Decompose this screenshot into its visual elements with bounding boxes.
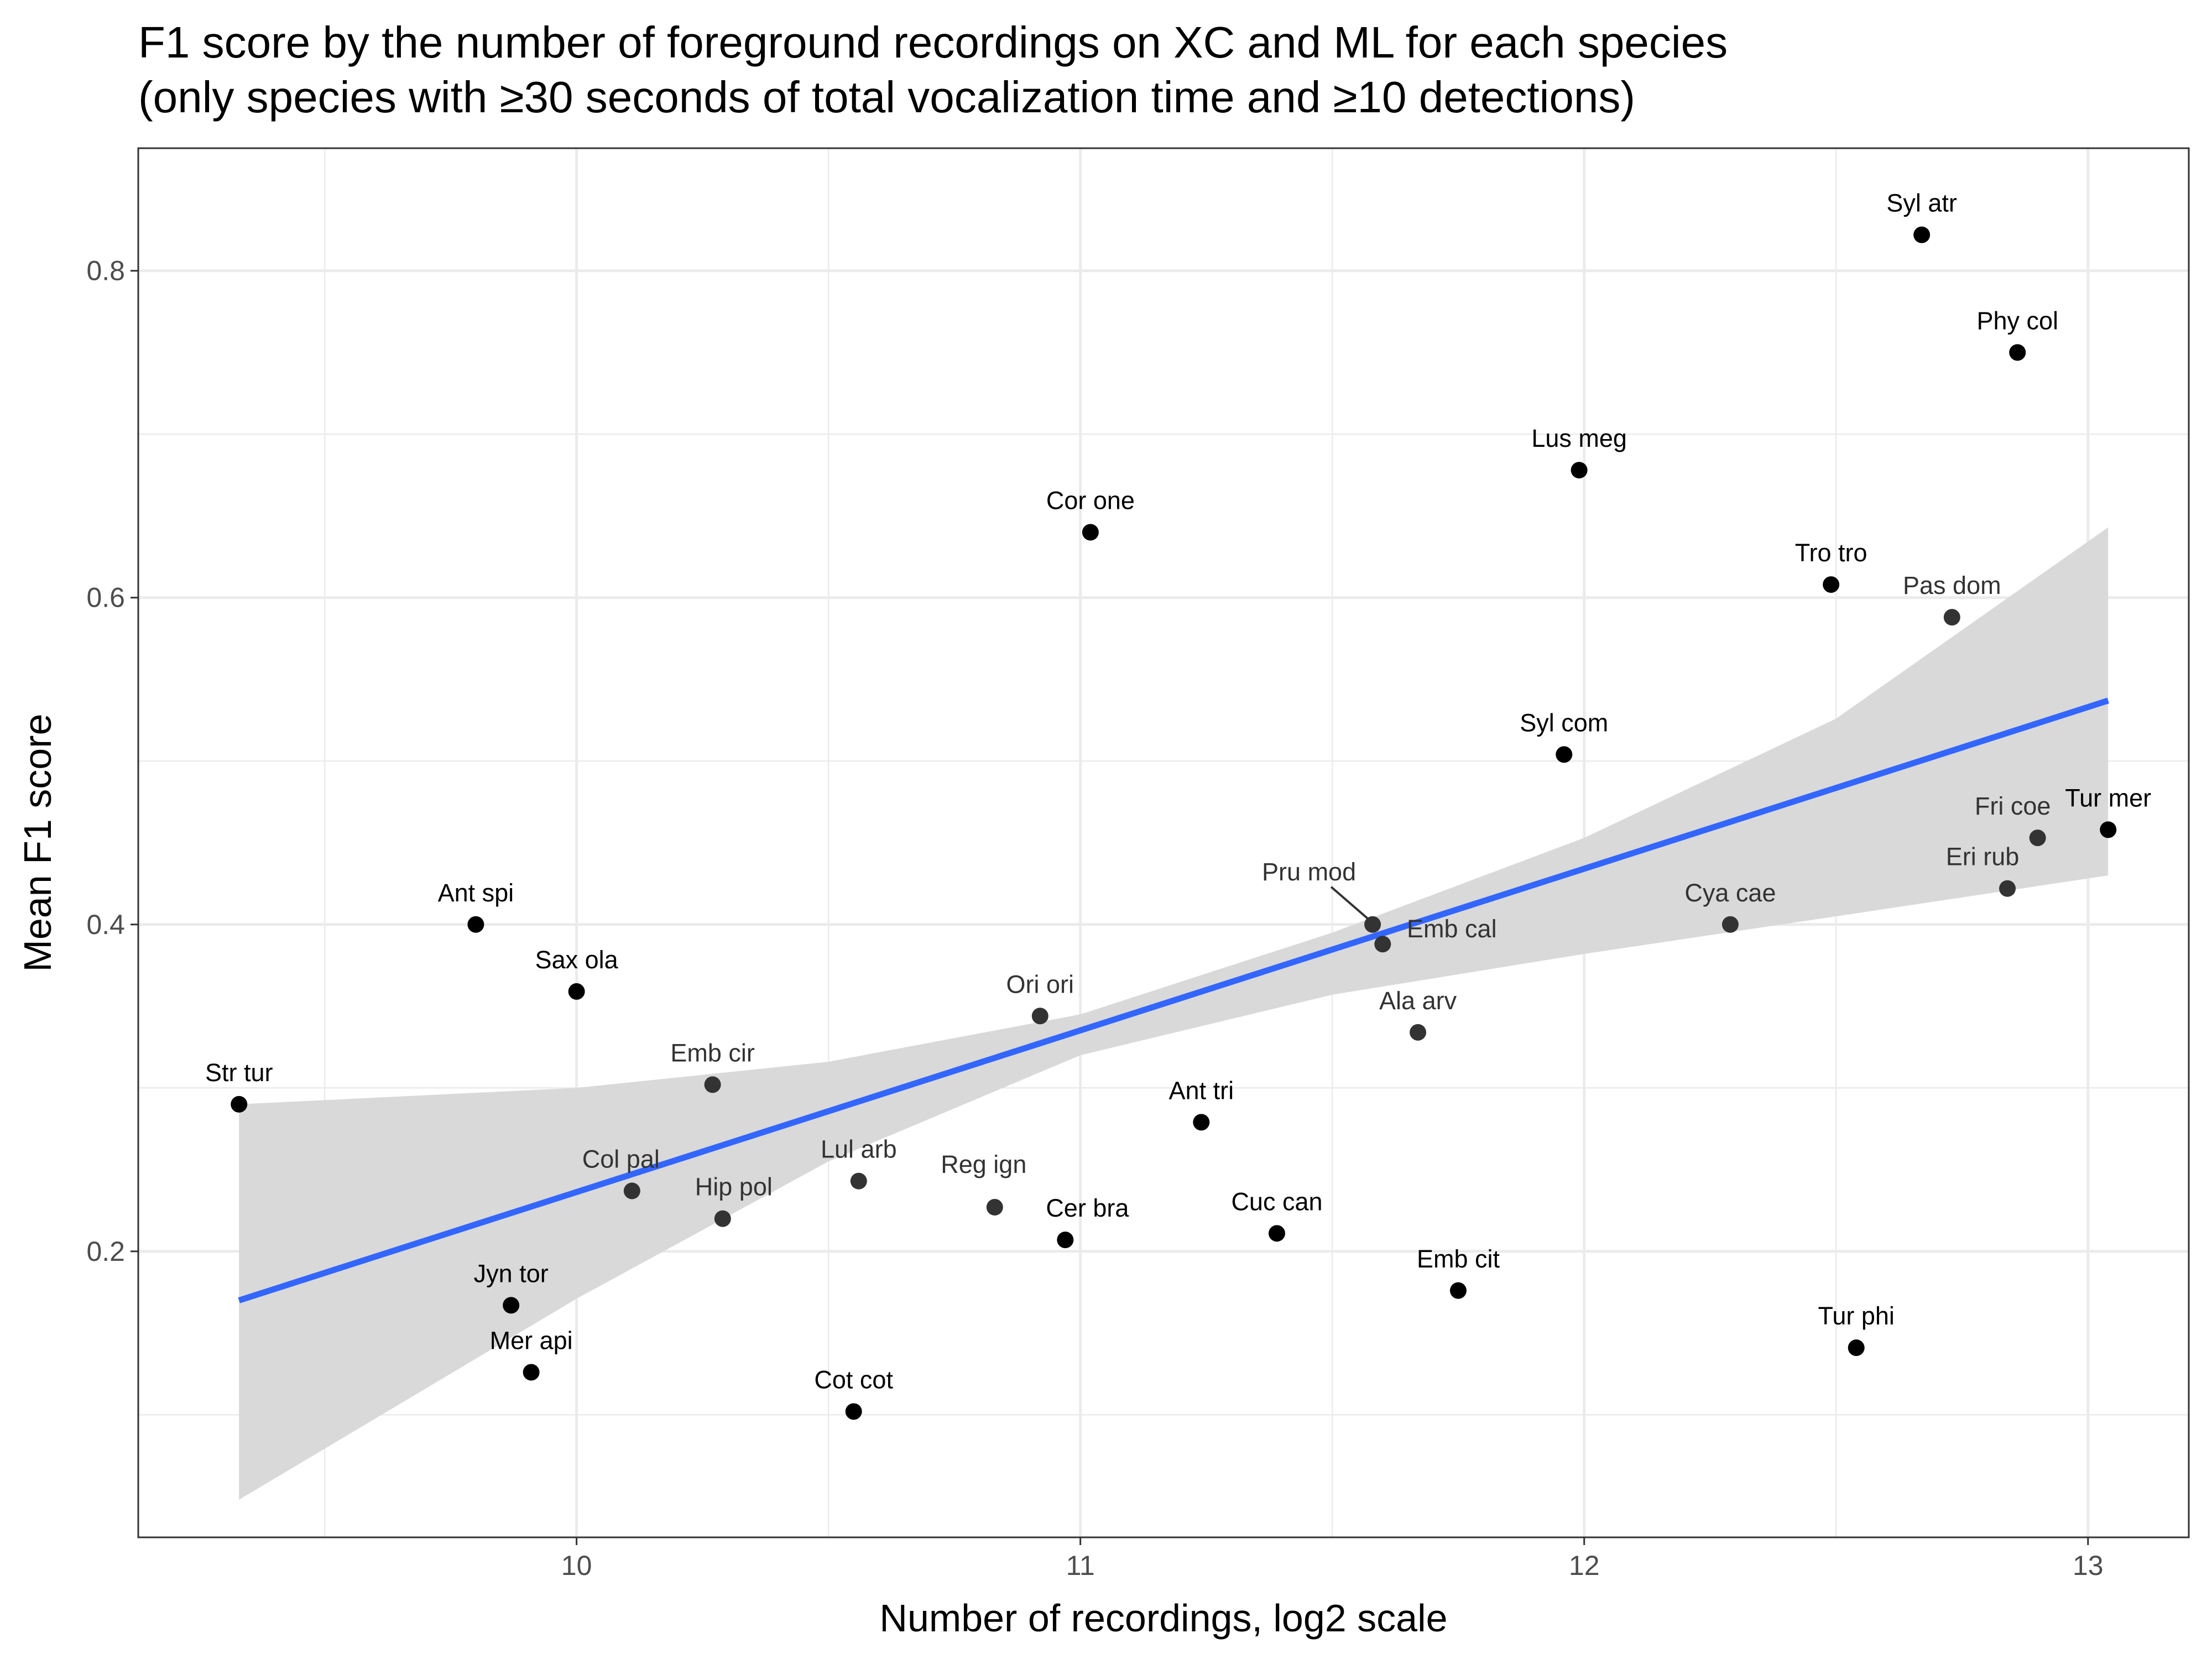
point-label: Lus meg	[1531, 424, 1627, 452]
point-label: Fri coe	[1975, 792, 2051, 820]
point-label: Tur phi	[1818, 1302, 1895, 1330]
point-label: Jyn tor	[474, 1259, 549, 1287]
point-label: Str tur	[205, 1058, 273, 1087]
data-point	[2009, 344, 2026, 361]
confidence-band	[239, 527, 2109, 1500]
data-point	[1449, 1282, 1467, 1299]
data-point	[714, 1210, 731, 1227]
data-point	[1031, 1008, 1048, 1025]
data-point	[503, 1297, 520, 1314]
point-label: Tur mer	[2065, 784, 2151, 812]
x-tick-label: 12	[1569, 1550, 1600, 1581]
point-label: Pru mod	[1262, 858, 1356, 886]
data-point	[1193, 1114, 1210, 1131]
y-tick-label: 0.6	[86, 582, 125, 613]
y-tick-label: 0.8	[86, 255, 125, 286]
point-label: Cer bra	[1046, 1194, 1129, 1222]
data-point	[850, 1172, 867, 1190]
point-labels: Syl atr Phy col Lus meg Cor one Tro tro Pas d…	[205, 189, 2151, 1394]
data-point	[704, 1076, 721, 1093]
point-label: Cor one	[1046, 486, 1135, 514]
point-label: Pas dom	[1903, 571, 2001, 599]
point-label: Col pal	[582, 1145, 660, 1173]
data-point	[1943, 609, 1960, 626]
data-point	[1999, 880, 2016, 897]
x-tick-label: 11	[1066, 1550, 1095, 1581]
data-points	[231, 226, 2117, 1420]
data-point	[845, 1403, 862, 1420]
data-point	[1374, 936, 1391, 953]
point-label: Phy col	[1976, 306, 2058, 335]
data-point	[1556, 746, 1573, 763]
y-tick-label: 0.2	[86, 1236, 125, 1267]
plot-panel: Syl atr Phy col Lus meg Cor one Tro tro Pas d…	[137, 147, 2190, 1538]
trend-line	[238, 697, 2109, 1303]
data-point	[1268, 1225, 1285, 1242]
point-label: Reg ign	[941, 1150, 1026, 1178]
data-point	[231, 1095, 248, 1113]
data-point	[2029, 830, 2046, 847]
y-tick-label: 0.4	[86, 909, 125, 940]
point-label: Syl atr	[1886, 189, 1957, 217]
chart-subtitle: (only species with ≥30 seconds of total …	[138, 72, 1635, 122]
data-point	[467, 916, 484, 933]
data-point	[2100, 821, 2117, 838]
point-label: Eri rub	[1946, 843, 2020, 871]
data-point	[986, 1199, 1003, 1216]
data-point	[568, 983, 585, 1000]
point-label: Cot cot	[814, 1365, 893, 1394]
point-label: Lul arb	[821, 1135, 897, 1164]
point-label: Hip pol	[695, 1173, 773, 1201]
panel-border	[137, 147, 2190, 1538]
data-point	[1410, 1024, 1427, 1041]
point-label: Tro tro	[1795, 539, 1867, 567]
data-point	[1913, 226, 1931, 243]
point-label: Emb cal	[1407, 915, 1497, 943]
x-tick-label: 13	[2073, 1550, 2104, 1581]
data-point	[1364, 916, 1381, 933]
data-point	[1057, 1232, 1074, 1249]
point-label: Cya cae	[1684, 879, 1776, 907]
x-axis: 10 11 12 13	[561, 1537, 2104, 1581]
label-leader-line	[1330, 886, 1369, 920]
data-point	[1721, 916, 1739, 933]
data-point	[523, 1364, 540, 1381]
data-point	[1082, 524, 1099, 541]
y-axis: 0.2 0.4 0.6 0.8	[86, 255, 138, 1267]
point-label: Sax ola	[535, 946, 619, 974]
point-label: Emb cit	[1417, 1245, 1500, 1273]
point-label: Ori ori	[1006, 970, 1074, 998]
data-point	[1571, 462, 1588, 479]
point-label: Emb cir	[670, 1039, 755, 1067]
data-point	[1848, 1339, 1865, 1357]
data-point	[1823, 576, 1840, 593]
point-label: Ala arv	[1379, 987, 1457, 1015]
x-axis-title: Number of recordings, log2 scale	[879, 1597, 1447, 1640]
chart-title: F1 score by the number of foreground rec…	[138, 18, 1728, 67]
point-label: Syl com	[1520, 708, 1608, 737]
data-point	[623, 1182, 640, 1199]
point-label: Mer api	[490, 1327, 573, 1355]
point-label: Cuc can	[1231, 1187, 1322, 1215]
point-label: Ant spi	[438, 879, 514, 907]
x-tick-label: 10	[561, 1550, 592, 1581]
y-axis-title: Mean F1 score	[16, 714, 59, 972]
point-label: Ant tri	[1169, 1076, 1234, 1104]
